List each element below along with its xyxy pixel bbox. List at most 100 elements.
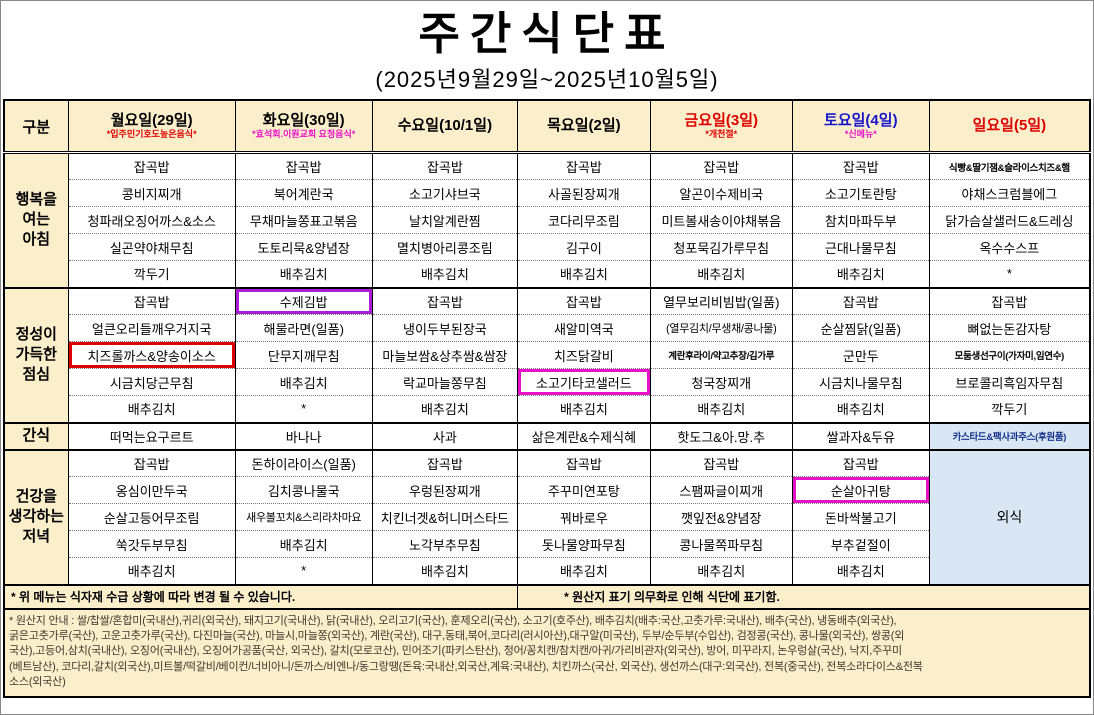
section-label-lunch: 정성이 가득한 점심 bbox=[3, 286, 69, 424]
menu-row: 배추김치 * 배추김치 배추김치 배추김치 배추김치 bbox=[4, 557, 1090, 585]
day-header: 일요일(5일) bbox=[928, 99, 1091, 154]
menu-cell: * bbox=[234, 557, 373, 585]
menu-cell: 잡곡밥 bbox=[928, 286, 1091, 315]
menu-cell: 스팸짜글이찌개 bbox=[649, 476, 793, 504]
menu-cell: 치즈닭갈비 bbox=[517, 341, 651, 369]
menu-row: 배추김치 * 배추김치 배추김치 배추김치 배추김치 깍두기 bbox=[4, 395, 1091, 423]
menu-cell: 잡곡밥 bbox=[67, 286, 236, 315]
menu-cell: 잡곡밥 bbox=[517, 286, 651, 315]
menu-row: 건강을 생각하는 저녁 잡곡밥 돈하이라이스(일품) 잡곡밥 잡곡밥 잡곡밥 잡곡밥 외식 bbox=[3, 448, 1091, 586]
menu-cell: 군만두 bbox=[791, 341, 930, 369]
menu-cell: 우렁된장찌개 bbox=[371, 476, 519, 504]
menu-cell: 브로콜리흑임자무침 bbox=[928, 368, 1091, 396]
origin-line: 굵은고춧가루(국산), 고운고춧가루(국산), 다진마늘(국산), 마늘시,마늘… bbox=[9, 629, 905, 642]
day-header: 수요일(10/1일) bbox=[371, 99, 519, 154]
menu-row: 정성이 가득한 점심 잡곡밥 수제김밥 잡곡밥 잡곡밥 열무보리비빔밥(일품) 잡곡밥 잡곡밥 bbox=[3, 286, 1091, 424]
menu-row: 순살고등어무조림 새우볼꼬치&스리라차마요 치킨너겟&허니머스타드 꿔바로우 깻잎전&양… bbox=[4, 503, 1090, 531]
menu-cell: 날치알계란찜 bbox=[371, 206, 519, 234]
menu-cell: 잡곡밥 bbox=[649, 448, 793, 477]
menu-cell: 부추겉절이 bbox=[791, 530, 930, 558]
menu-cell: 삶은계란&수제식혜 bbox=[517, 421, 651, 450]
menu-row: 콩비지찌개 북어계란국 소고기샤브국 사골된장찌개 알곤이수제비국 소고기토란탕 야채스크럼… bbox=[4, 179, 1091, 207]
day-subtitle: *효석회.이원교회 요청음식* bbox=[252, 129, 356, 140]
day-subtitle: *입주민기호도높은음식* bbox=[106, 129, 197, 140]
menu-cell: 돈바싹불고기 bbox=[791, 503, 930, 531]
menu-cell: 수제김밥 bbox=[234, 286, 373, 315]
day-label: 토요일(4일) bbox=[824, 111, 898, 129]
menu-cell: 배추김치 bbox=[649, 260, 793, 288]
day-label: 금요일(3일) bbox=[684, 111, 759, 129]
menu-cell: 잡곡밥 bbox=[67, 151, 236, 180]
date-range: (2025년9월29일~2025년10월5일) bbox=[375, 67, 719, 92]
menu-cell: 참치마파두부 bbox=[791, 206, 930, 234]
sunday-dinner-cell: 외식 bbox=[928, 448, 1091, 585]
menu-cell: 치즈롤까스&양송이소스 bbox=[67, 341, 236, 369]
menu-row: 쑥갓두부무침 배추김치 노각부추무침 돗나물양파무침 콩나물쪽파무침 부추겉절이 bbox=[4, 530, 1090, 558]
day-subtitle: *개천절* bbox=[705, 129, 738, 140]
menu-cell: 배추김치 bbox=[517, 260, 651, 288]
menu-cell: 소고기토란탕 bbox=[791, 179, 930, 207]
menu-cell: 뼈없는돈감자탕 bbox=[928, 314, 1091, 342]
menu-cell: 잡곡밥 bbox=[67, 448, 236, 477]
menu-cell: 도토리묵&양념장 bbox=[234, 233, 373, 261]
menu-cell: 계란후라이/약고추장/김가루 bbox=[649, 341, 793, 369]
section-label-snack: 간식 bbox=[3, 421, 69, 451]
menu-cell: 얼큰오리들깨우거지국 bbox=[67, 314, 236, 342]
menu-cell: 바나나 bbox=[234, 421, 373, 450]
menu-cell: 해물라면(일품) bbox=[234, 314, 373, 342]
menu-cell: 주꾸미연포탕 bbox=[517, 476, 651, 504]
section-label-dinner: 건강을 생각하는 저녁 bbox=[3, 448, 69, 586]
menu-cell: 단무지깨무침 bbox=[234, 341, 373, 369]
menu-cell: 시금치나물무침 bbox=[791, 368, 930, 396]
menu-cell: 깻잎전&양념장 bbox=[649, 503, 793, 531]
menu-cell: 옥수수스프 bbox=[928, 233, 1091, 261]
menu-cell: 알곤이수제비국 bbox=[649, 179, 793, 207]
menu-row: 옹심이만두국 김치콩나물국 우렁된장찌개 주꾸미연포탕 스팸짜글이찌개 순살아귀탕 bbox=[4, 476, 1090, 504]
menu-cell: 모둠생선구이(가자미,임연수) bbox=[928, 341, 1091, 369]
origin-line: * 원산지 안내 : 쌀/찹쌀/혼합미(국내산),귀리(외국산), 돼지고기(국… bbox=[9, 614, 897, 627]
day-header: 월요일(29일) *입주민기호도높은음식* bbox=[67, 99, 236, 154]
day-header: 화요일(30일) *효석회.이원교회 요청음식* bbox=[234, 99, 373, 154]
menu-cell: 코다리무조림 bbox=[517, 206, 651, 234]
menu-cell: 배추김치 bbox=[517, 557, 651, 585]
menu-cell: 치킨너겟&허니머스타드 bbox=[371, 503, 519, 531]
header-row: 구분 월요일(29일) *입주민기호도높은음식* 화요일(30일) *효석회.이원교회 … bbox=[3, 99, 1091, 154]
menu-cell: 식빵&딸기잼&슬라이스치즈&햄 bbox=[928, 151, 1091, 180]
menu-cell: 사골된장찌개 bbox=[517, 179, 651, 207]
menu-cell: 무채마늘쫑표고볶음 bbox=[234, 206, 373, 234]
menu-cell: 배추김치 bbox=[649, 395, 793, 423]
menu-row: 실곤약야채무침 도토리묵&양념장 멸치병아리콩조림 김구이 청포묵김가루무침 근대나물무침… bbox=[4, 233, 1091, 261]
menu-cell: 잡곡밥 bbox=[791, 448, 930, 477]
menu-row: 청파래오징어까스&소스 무채마늘쫑표고볶음 날치알계란찜 코다리무조림 미트볼새송이야채… bbox=[4, 206, 1091, 234]
origin-row: * 원산지 안내 : 쌀/찹쌀/혼합미(국내산),귀리(외국산), 돼지고기(국… bbox=[3, 607, 1091, 698]
menu-cell: 김치콩나물국 bbox=[234, 476, 373, 504]
section-label-breakfast: 행복을 여는 아침 bbox=[3, 151, 69, 289]
menu-cell: 돈하이라이스(일품) bbox=[234, 448, 373, 477]
menu-cell: 배추김치 bbox=[791, 260, 930, 288]
note-left: * 위 메뉴는 식자재 수급 상황에 따라 변경 될 수 있습니다. bbox=[3, 583, 519, 610]
menu-cell: 잡곡밥 bbox=[791, 286, 930, 315]
menu-cell: 새알미역국 bbox=[517, 314, 651, 342]
menu-cell: 옹심이만두국 bbox=[67, 476, 236, 504]
menu-cell: 근대나물무침 bbox=[791, 233, 930, 261]
menu-cell: 배추김치 bbox=[234, 530, 373, 558]
menu-cell: 배추김치 bbox=[67, 395, 236, 423]
menu-cell: 깍두기 bbox=[67, 260, 236, 288]
menu-cell: 냉이두부된장국 bbox=[371, 314, 519, 342]
menu-cell: 노각부추무침 bbox=[371, 530, 519, 558]
menu-cell: * bbox=[928, 260, 1091, 288]
menu-table-body: 구분 월요일(29일) *입주민기호도높은음식* 화요일(30일) *효석회.이원교회 … bbox=[3, 99, 1091, 698]
menu-table: 구분 월요일(29일) *입주민기호도높은음식* 화요일(30일) *효석회.이원교회 … bbox=[3, 99, 1091, 699]
day-header: 금요일(3일) *개천절* bbox=[649, 99, 793, 154]
menu-cell: 꿔바로우 bbox=[517, 503, 651, 531]
menu-cell: 순살찜닭(일품) bbox=[791, 314, 930, 342]
menu-cell: (열무김치/무생채/콩나물) bbox=[649, 314, 793, 342]
menu-cell: 배추김치 bbox=[234, 260, 373, 288]
menu-cell: 야채스크럼블에그 bbox=[928, 179, 1091, 207]
day-label: 수요일(10/1일) bbox=[397, 117, 493, 135]
menu-cell: 배추김치 bbox=[791, 557, 930, 585]
menu-cell: 핫도그&아.망.추 bbox=[649, 421, 793, 450]
day-label: 목요일(2일) bbox=[547, 117, 621, 135]
menu-cell: 청국장찌개 bbox=[649, 368, 793, 396]
menu-cell: 소고기타코샐러드 bbox=[517, 368, 651, 396]
